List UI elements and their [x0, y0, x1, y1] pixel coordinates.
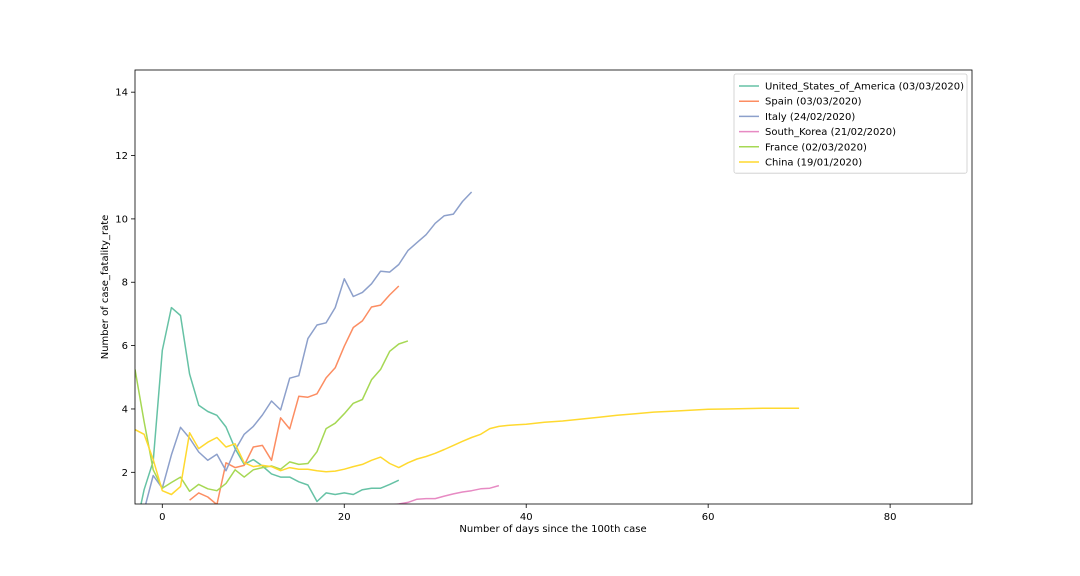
legend-label-1: Spain (03/03/2020)	[765, 97, 862, 108]
x-axis-label: Number of days since the 100th case	[459, 524, 646, 535]
y-tick-label-6: 14	[115, 88, 128, 99]
series-line-5	[135, 407, 800, 496]
legend-label-0: United_States_of_America (03/03/2020)	[765, 82, 964, 93]
legend-label-5: China (19/01/2020)	[765, 158, 862, 169]
y-tick-label-1: 4	[122, 404, 128, 415]
series-line-3	[393, 484, 500, 504]
legend-label-3: South_Korea (21/02/2020)	[765, 127, 896, 138]
y-axis: 2 4 6 8 10 12 14	[115, 88, 135, 479]
x-tick-label-3: 60	[702, 512, 715, 523]
legend: United_States_of_America (03/03/2020) Spa…	[733, 73, 968, 174]
y-tick-label-2: 6	[122, 341, 128, 352]
y-tick-label-4: 10	[115, 214, 128, 225]
legend-box	[733, 73, 968, 174]
y-tick-label-3: 8	[122, 278, 128, 289]
series-line-1	[189, 285, 400, 504]
x-tick-label-2: 40	[520, 512, 533, 523]
x-axis: 0 20 40 60 80	[159, 504, 896, 523]
x-tick-label-4: 80	[884, 512, 897, 523]
legend-label-4: France (02/03/2020)	[765, 142, 867, 153]
y-tick-label-0: 2	[122, 468, 128, 479]
y-axis-label: Number of case_fatality_rate	[100, 215, 111, 360]
y-tick-label-5: 12	[115, 151, 128, 162]
plot-frame	[134, 69, 973, 505]
series-line-0	[140, 306, 400, 504]
series-layer	[135, 191, 800, 504]
series-line-2	[144, 191, 473, 504]
x-tick-label-0: 0	[159, 512, 165, 523]
legend-label-2: Italy (24/02/2020)	[765, 112, 855, 123]
x-tick-label-1: 20	[338, 512, 351, 523]
